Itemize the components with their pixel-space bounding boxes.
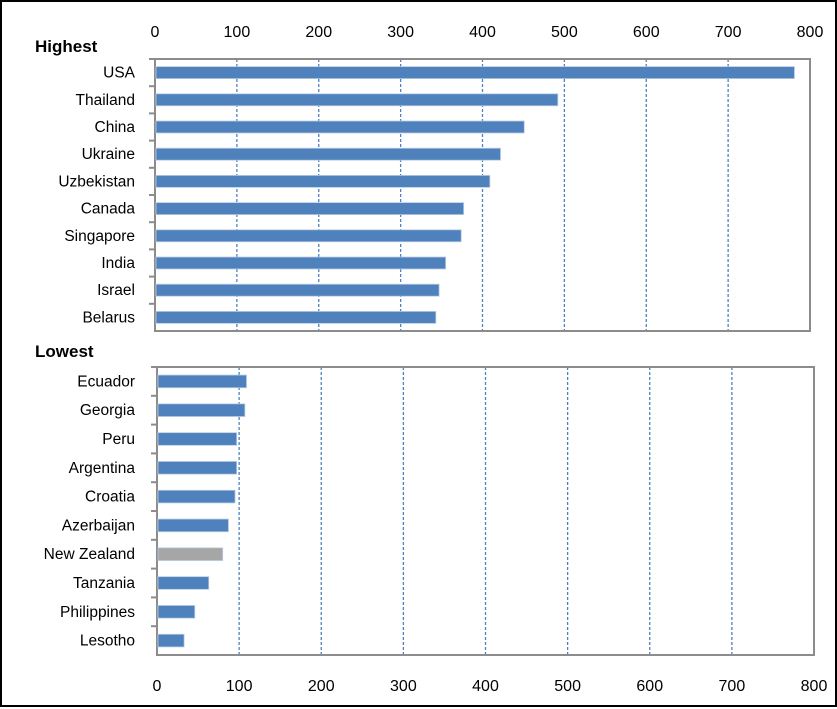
bar-peru — [157, 432, 238, 446]
category-label: Canada — [81, 201, 136, 218]
x-tick-label: 500 — [551, 24, 578, 41]
category-label: Belarus — [82, 309, 135, 326]
bar-croatia — [157, 489, 236, 504]
category-label: New Zealand — [44, 546, 135, 563]
x-tick-label: 0 — [153, 678, 162, 695]
category-label: China — [95, 119, 136, 136]
category-label: Croatia — [85, 489, 135, 506]
category-label: Ecuador — [77, 373, 135, 390]
plot-frame — [156, 366, 815, 656]
x-tick-label: 800 — [801, 678, 828, 695]
x-tick-label: 700 — [715, 24, 742, 41]
x-tick-label: 400 — [472, 678, 499, 695]
bar-thailand — [155, 93, 559, 107]
x-tick-label: 200 — [308, 678, 335, 695]
panel-title-lowest: Lowest — [35, 342, 94, 361]
category-label: Philippines — [60, 604, 135, 621]
bar-ecuador — [157, 374, 247, 389]
x-tick-label: 400 — [469, 24, 496, 41]
category-label: Azerbaijan — [62, 517, 135, 534]
panel-title-highest: Highest — [35, 37, 98, 56]
bar-lesotho — [157, 633, 185, 648]
x-tick-label: 600 — [636, 678, 663, 695]
bar-ukraine — [155, 147, 501, 161]
category-label: USA — [103, 65, 136, 82]
bar-argentina — [157, 461, 238, 475]
bar-canada — [155, 202, 465, 215]
category-label: Ukraine — [82, 146, 135, 163]
bar-azerbaijan — [157, 518, 229, 533]
category-label: Peru — [102, 431, 135, 448]
x-tick-label: 100 — [224, 24, 251, 41]
bar-philippines — [157, 605, 196, 619]
category-label: Georgia — [80, 402, 136, 419]
x-tick-label: 100 — [226, 678, 253, 695]
bar-belarus — [155, 311, 437, 324]
category-label: Uzbekistan — [58, 173, 135, 190]
bar-china — [155, 120, 525, 134]
x-tick-label: 300 — [387, 24, 414, 41]
bar-india — [155, 256, 447, 270]
bar-singapore — [155, 229, 462, 243]
x-tick-label: 200 — [305, 24, 332, 41]
bar-israel — [155, 283, 440, 297]
category-label: Israel — [97, 282, 135, 299]
category-label: Tanzania — [73, 575, 135, 592]
category-label: India — [101, 255, 135, 272]
bar-georgia — [157, 403, 246, 417]
bar-usa — [155, 66, 795, 79]
category-label: Thailand — [76, 92, 135, 109]
x-tick-label: 0 — [151, 24, 160, 41]
bar-new-zealand — [157, 547, 224, 561]
bar-uzbekistan — [155, 175, 491, 188]
bar-tanzania — [157, 576, 210, 590]
x-tick-label: 500 — [554, 678, 581, 695]
category-label: Lesotho — [80, 633, 135, 650]
x-tick-label: 800 — [797, 24, 824, 41]
category-label: Singapore — [64, 228, 135, 245]
category-label: Argentina — [69, 460, 136, 477]
x-tick-label: 700 — [719, 678, 746, 695]
x-tick-label: 600 — [633, 24, 660, 41]
x-tick-label: 300 — [390, 678, 417, 695]
